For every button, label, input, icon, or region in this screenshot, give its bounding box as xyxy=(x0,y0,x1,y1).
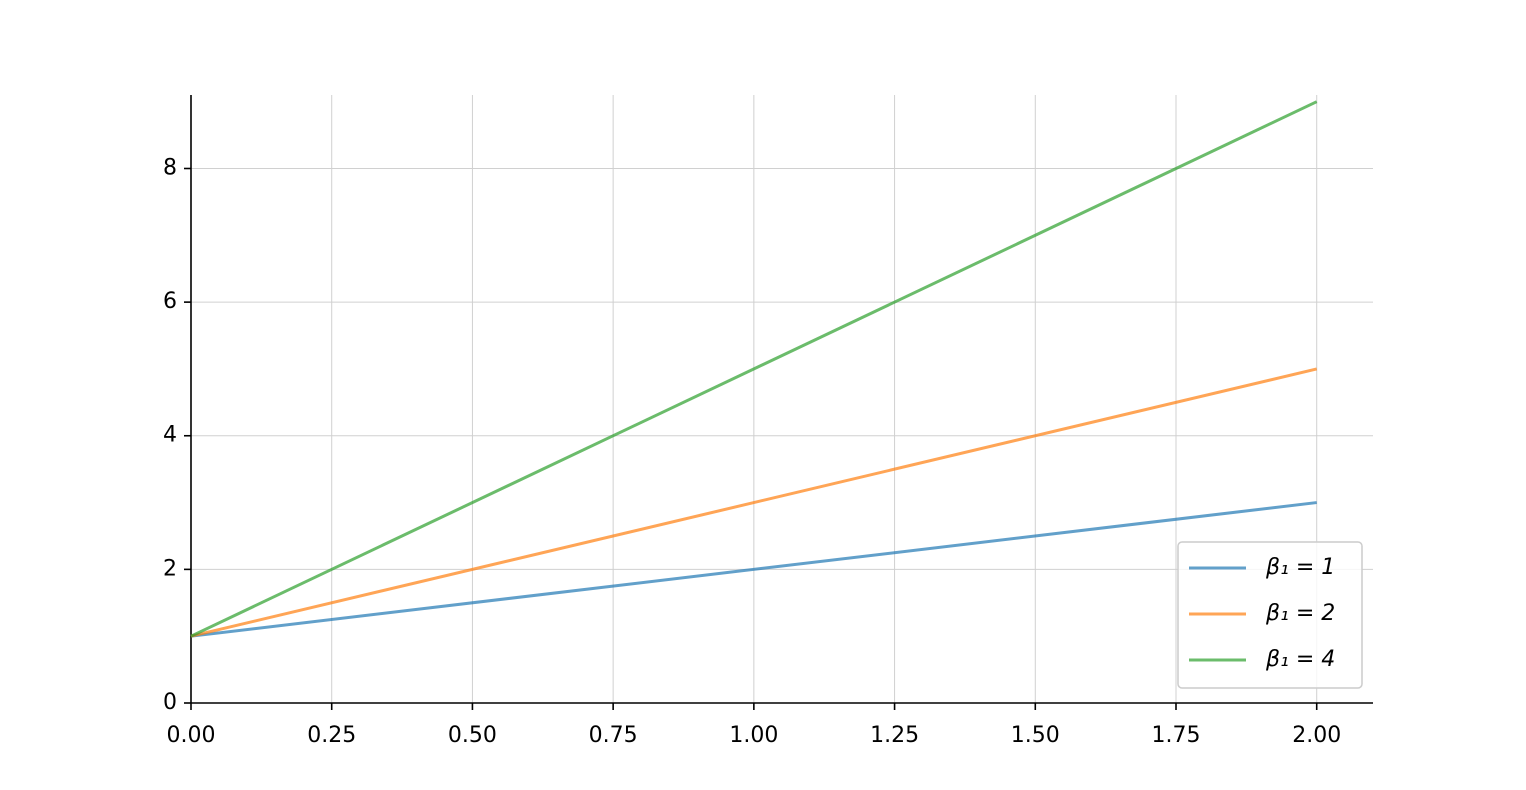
x-tick-label: 1.75 xyxy=(1152,723,1201,748)
y-tick-label: 2 xyxy=(163,556,177,581)
legend-box xyxy=(1177,541,1363,689)
y-tick-label: 8 xyxy=(163,155,177,180)
legend: β₁ = 1 β₁ = 2 β₁ = 4 xyxy=(1177,541,1363,689)
legend-label: β₁ = 1 xyxy=(1265,555,1335,580)
x-tick-label: 1.00 xyxy=(729,723,778,748)
y-tick-label: 4 xyxy=(163,423,177,448)
x-tick-label: 0.00 xyxy=(167,723,216,748)
legend-label: β₁ = 4 xyxy=(1265,647,1335,672)
line-series xyxy=(190,367,1318,638)
x-tick-label: 2.00 xyxy=(1292,723,1341,748)
x-tick-label: 0.50 xyxy=(448,723,497,748)
x-tick-label: 0.25 xyxy=(307,723,356,748)
x-tick-label: 1.50 xyxy=(1011,723,1060,748)
legend-label: β₁ = 2 xyxy=(1265,601,1335,626)
x-tick-label: 0.75 xyxy=(589,723,638,748)
y-tick-label: 6 xyxy=(163,289,177,314)
y-tick-label: 0 xyxy=(163,690,177,715)
line-series xyxy=(190,100,1318,638)
line-series xyxy=(190,501,1317,638)
x-tick-label: 1.25 xyxy=(870,723,919,748)
